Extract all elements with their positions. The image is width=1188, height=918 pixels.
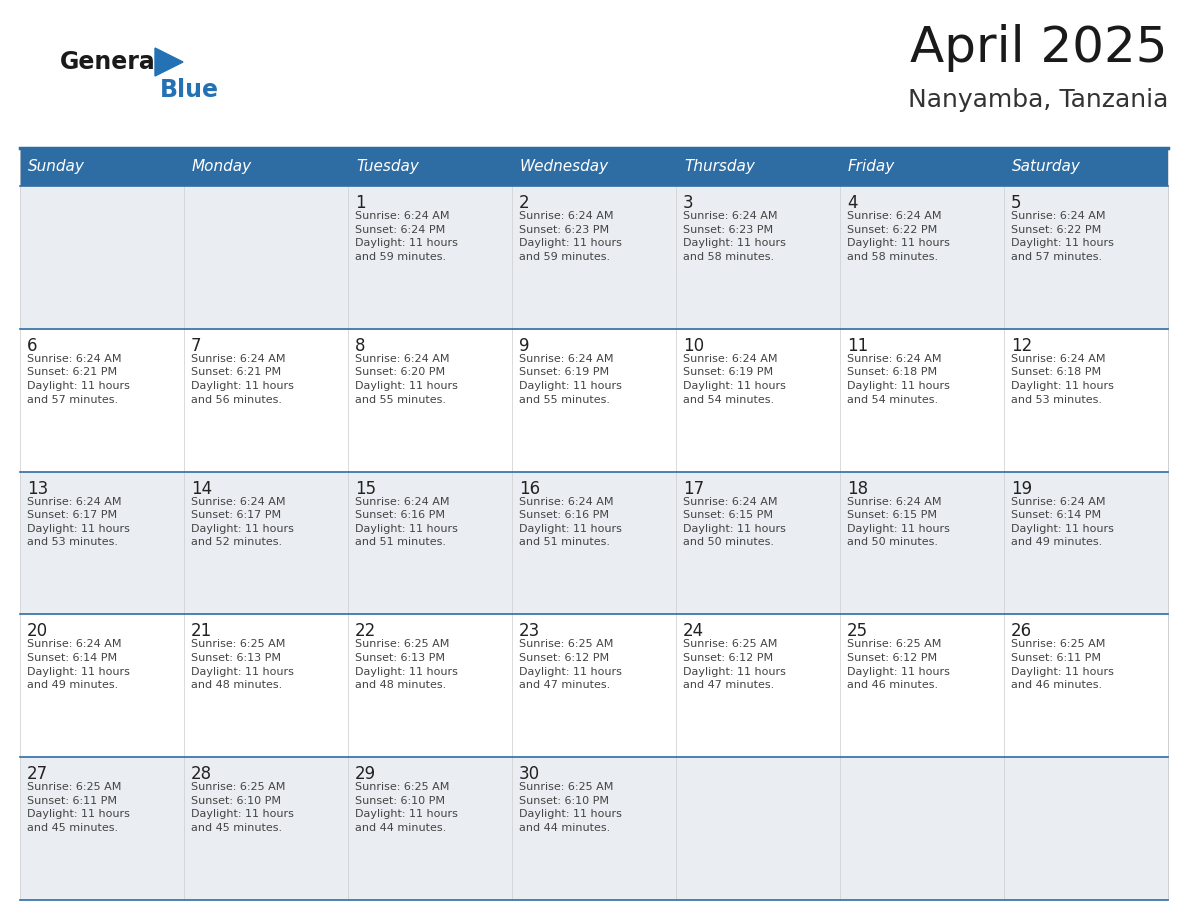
Text: General: General (61, 50, 164, 74)
Text: Sunrise: 6:24 AM
Sunset: 6:15 PM
Daylight: 11 hours
and 50 minutes.: Sunrise: 6:24 AM Sunset: 6:15 PM Dayligh… (683, 497, 786, 547)
Text: Sunrise: 6:25 AM
Sunset: 6:11 PM
Daylight: 11 hours
and 45 minutes.: Sunrise: 6:25 AM Sunset: 6:11 PM Dayligh… (27, 782, 129, 833)
Text: 7: 7 (191, 337, 202, 354)
Text: Sunrise: 6:24 AM
Sunset: 6:14 PM
Daylight: 11 hours
and 49 minutes.: Sunrise: 6:24 AM Sunset: 6:14 PM Dayligh… (27, 640, 129, 690)
Text: 15: 15 (355, 479, 377, 498)
Text: Sunrise: 6:25 AM
Sunset: 6:10 PM
Daylight: 11 hours
and 45 minutes.: Sunrise: 6:25 AM Sunset: 6:10 PM Dayligh… (191, 782, 293, 833)
Text: Tuesday: Tuesday (356, 160, 419, 174)
Text: 10: 10 (683, 337, 704, 354)
Text: 29: 29 (355, 766, 377, 783)
Text: 11: 11 (847, 337, 868, 354)
Text: 26: 26 (1011, 622, 1032, 641)
Text: Sunrise: 6:24 AM
Sunset: 6:23 PM
Daylight: 11 hours
and 59 minutes.: Sunrise: 6:24 AM Sunset: 6:23 PM Dayligh… (519, 211, 621, 262)
Text: Sunrise: 6:24 AM
Sunset: 6:19 PM
Daylight: 11 hours
and 54 minutes.: Sunrise: 6:24 AM Sunset: 6:19 PM Dayligh… (683, 353, 786, 405)
Text: 5: 5 (1011, 194, 1022, 212)
Bar (20, 472, 1168, 614)
Text: 12: 12 (1011, 337, 1032, 354)
Text: 17: 17 (683, 479, 704, 498)
Text: Sunrise: 6:24 AM
Sunset: 6:20 PM
Daylight: 11 hours
and 55 minutes.: Sunrise: 6:24 AM Sunset: 6:20 PM Dayligh… (355, 353, 457, 405)
Bar (20, 614, 1168, 757)
Text: Sunrise: 6:24 AM
Sunset: 6:15 PM
Daylight: 11 hours
and 50 minutes.: Sunrise: 6:24 AM Sunset: 6:15 PM Dayligh… (847, 497, 950, 547)
Text: Blue: Blue (160, 78, 219, 102)
Text: Thursday: Thursday (684, 160, 754, 174)
Text: 23: 23 (519, 622, 541, 641)
Bar (20, 329, 1168, 472)
Text: 21: 21 (191, 622, 213, 641)
Text: 9: 9 (519, 337, 530, 354)
Text: Sunrise: 6:24 AM
Sunset: 6:16 PM
Daylight: 11 hours
and 51 minutes.: Sunrise: 6:24 AM Sunset: 6:16 PM Dayligh… (355, 497, 457, 547)
Text: Sunrise: 6:24 AM
Sunset: 6:24 PM
Daylight: 11 hours
and 59 minutes.: Sunrise: 6:24 AM Sunset: 6:24 PM Dayligh… (355, 211, 457, 262)
Text: Friday: Friday (848, 160, 896, 174)
Polygon shape (154, 48, 183, 76)
Text: 13: 13 (27, 479, 49, 498)
Text: 18: 18 (847, 479, 868, 498)
Text: 2: 2 (519, 194, 530, 212)
Text: Sunrise: 6:24 AM
Sunset: 6:19 PM
Daylight: 11 hours
and 55 minutes.: Sunrise: 6:24 AM Sunset: 6:19 PM Dayligh… (519, 353, 621, 405)
Bar (20, 186, 1168, 329)
Text: 8: 8 (355, 337, 366, 354)
Text: Wednesday: Wednesday (520, 160, 609, 174)
Text: 22: 22 (355, 622, 377, 641)
Text: Sunrise: 6:24 AM
Sunset: 6:22 PM
Daylight: 11 hours
and 58 minutes.: Sunrise: 6:24 AM Sunset: 6:22 PM Dayligh… (847, 211, 950, 262)
Text: Sunrise: 6:24 AM
Sunset: 6:23 PM
Daylight: 11 hours
and 58 minutes.: Sunrise: 6:24 AM Sunset: 6:23 PM Dayligh… (683, 211, 786, 262)
Text: 1: 1 (355, 194, 366, 212)
Text: 25: 25 (847, 622, 868, 641)
Text: 4: 4 (847, 194, 858, 212)
Text: Sunrise: 6:25 AM
Sunset: 6:13 PM
Daylight: 11 hours
and 48 minutes.: Sunrise: 6:25 AM Sunset: 6:13 PM Dayligh… (191, 640, 293, 690)
Text: Sunrise: 6:24 AM
Sunset: 6:22 PM
Daylight: 11 hours
and 57 minutes.: Sunrise: 6:24 AM Sunset: 6:22 PM Dayligh… (1011, 211, 1114, 262)
Text: Sunday: Sunday (29, 160, 84, 174)
Bar (20, 757, 1168, 900)
Bar (20, 148, 1168, 186)
Text: Sunrise: 6:24 AM
Sunset: 6:21 PM
Daylight: 11 hours
and 57 minutes.: Sunrise: 6:24 AM Sunset: 6:21 PM Dayligh… (27, 353, 129, 405)
Text: Sunrise: 6:24 AM
Sunset: 6:18 PM
Daylight: 11 hours
and 54 minutes.: Sunrise: 6:24 AM Sunset: 6:18 PM Dayligh… (847, 353, 950, 405)
Text: Monday: Monday (192, 160, 252, 174)
Text: Sunrise: 6:25 AM
Sunset: 6:10 PM
Daylight: 11 hours
and 44 minutes.: Sunrise: 6:25 AM Sunset: 6:10 PM Dayligh… (519, 782, 621, 833)
Text: 27: 27 (27, 766, 49, 783)
Text: 20: 20 (27, 622, 49, 641)
Text: Sunrise: 6:24 AM
Sunset: 6:17 PM
Daylight: 11 hours
and 52 minutes.: Sunrise: 6:24 AM Sunset: 6:17 PM Dayligh… (191, 497, 293, 547)
Text: Sunrise: 6:24 AM
Sunset: 6:16 PM
Daylight: 11 hours
and 51 minutes.: Sunrise: 6:24 AM Sunset: 6:16 PM Dayligh… (519, 497, 621, 547)
Text: Sunrise: 6:25 AM
Sunset: 6:13 PM
Daylight: 11 hours
and 48 minutes.: Sunrise: 6:25 AM Sunset: 6:13 PM Dayligh… (355, 640, 457, 690)
Text: Sunrise: 6:25 AM
Sunset: 6:11 PM
Daylight: 11 hours
and 46 minutes.: Sunrise: 6:25 AM Sunset: 6:11 PM Dayligh… (1011, 640, 1114, 690)
Text: April 2025: April 2025 (910, 24, 1168, 72)
Text: Sunrise: 6:25 AM
Sunset: 6:12 PM
Daylight: 11 hours
and 47 minutes.: Sunrise: 6:25 AM Sunset: 6:12 PM Dayligh… (683, 640, 786, 690)
Text: 19: 19 (1011, 479, 1032, 498)
Text: Sunrise: 6:25 AM
Sunset: 6:10 PM
Daylight: 11 hours
and 44 minutes.: Sunrise: 6:25 AM Sunset: 6:10 PM Dayligh… (355, 782, 457, 833)
Text: 6: 6 (27, 337, 38, 354)
Text: 14: 14 (191, 479, 213, 498)
Text: 24: 24 (683, 622, 704, 641)
Text: Saturday: Saturday (1012, 160, 1081, 174)
Text: 28: 28 (191, 766, 213, 783)
Text: Sunrise: 6:24 AM
Sunset: 6:21 PM
Daylight: 11 hours
and 56 minutes.: Sunrise: 6:24 AM Sunset: 6:21 PM Dayligh… (191, 353, 293, 405)
Text: Nanyamba, Tanzania: Nanyamba, Tanzania (908, 88, 1168, 112)
Text: Sunrise: 6:24 AM
Sunset: 6:17 PM
Daylight: 11 hours
and 53 minutes.: Sunrise: 6:24 AM Sunset: 6:17 PM Dayligh… (27, 497, 129, 547)
Text: Sunrise: 6:24 AM
Sunset: 6:14 PM
Daylight: 11 hours
and 49 minutes.: Sunrise: 6:24 AM Sunset: 6:14 PM Dayligh… (1011, 497, 1114, 547)
Text: Sunrise: 6:24 AM
Sunset: 6:18 PM
Daylight: 11 hours
and 53 minutes.: Sunrise: 6:24 AM Sunset: 6:18 PM Dayligh… (1011, 353, 1114, 405)
Text: Sunrise: 6:25 AM
Sunset: 6:12 PM
Daylight: 11 hours
and 47 minutes.: Sunrise: 6:25 AM Sunset: 6:12 PM Dayligh… (519, 640, 621, 690)
Text: 3: 3 (683, 194, 694, 212)
Text: 16: 16 (519, 479, 541, 498)
Text: 30: 30 (519, 766, 541, 783)
Text: Sunrise: 6:25 AM
Sunset: 6:12 PM
Daylight: 11 hours
and 46 minutes.: Sunrise: 6:25 AM Sunset: 6:12 PM Dayligh… (847, 640, 950, 690)
